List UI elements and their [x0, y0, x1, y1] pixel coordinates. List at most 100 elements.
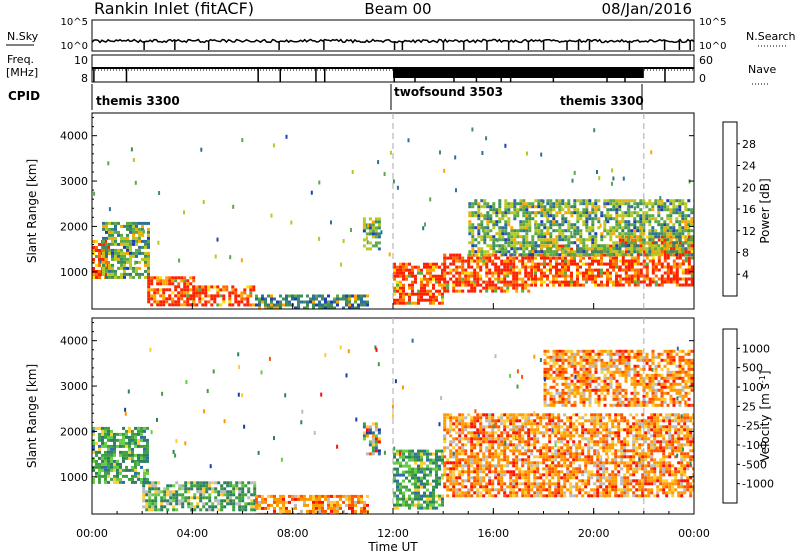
- heatmap-cell: [312, 297, 315, 301]
- heatmap-cell: [119, 438, 122, 442]
- heatmap-cell: [258, 512, 261, 514]
- heatmap-cell: [443, 422, 447, 426]
- heatmap-cell: [458, 452, 462, 456]
- heatmap-cell: [605, 434, 609, 438]
- heatmap-cell: [551, 425, 555, 429]
- heatmap-cell: [458, 473, 462, 477]
- heatmap-cell: [399, 497, 402, 501]
- heatmap-cell: [648, 229, 652, 233]
- heatmap-cell: [485, 262, 489, 266]
- heatmap-cell: [318, 512, 321, 514]
- heatmap-cell: [485, 458, 489, 462]
- heatmap-cell: [509, 280, 513, 284]
- heatmap-cell: [470, 289, 474, 293]
- heatmap-cell: [587, 482, 591, 486]
- heatmap-cell: [111, 266, 114, 270]
- heatmap-cell: [630, 199, 634, 203]
- heatmap-cell: [285, 297, 288, 301]
- heatmap-cell: [560, 470, 564, 474]
- heatmap-cell: [525, 238, 529, 242]
- heatmap-cell: [525, 244, 529, 248]
- heatmap-cell: [575, 455, 579, 459]
- heatmap-cell: [608, 431, 612, 435]
- heatmap-cell: [202, 484, 206, 488]
- heatmap-cell: [582, 253, 586, 257]
- heatmap-echo: [216, 237, 219, 242]
- heatmap-cell: [477, 205, 481, 209]
- heatmap-cell: [633, 256, 637, 260]
- heatmap-cell: [452, 494, 456, 498]
- heatmap-cell: [104, 480, 107, 484]
- heatmap-cell: [488, 283, 492, 287]
- heatmap-cell: [135, 251, 138, 255]
- heatmap-cell: [402, 274, 405, 278]
- heatmap-cell: [98, 480, 101, 484]
- heatmap-cell: [525, 223, 529, 227]
- heatmap-cell: [146, 447, 149, 451]
- heatmap-cell: [368, 223, 372, 227]
- heatmap-cell: [593, 473, 597, 477]
- heatmap-cell: [534, 280, 537, 284]
- heatmap-cell: [396, 268, 399, 272]
- heatmap-cell: [627, 202, 631, 206]
- heatmap-cell: [113, 453, 116, 457]
- heatmap-cell: [467, 271, 471, 275]
- heatmap-cell: [360, 500, 363, 504]
- heatmap-cell: [624, 220, 628, 224]
- heatmap-cell: [491, 488, 495, 492]
- heatmap-cell: [491, 262, 495, 266]
- heatmap-cell: [488, 449, 492, 453]
- heatmap-cell: [660, 208, 664, 212]
- heatmap-cell: [627, 205, 631, 209]
- heatmap-cell: [285, 509, 288, 513]
- heatmap-cell: [429, 506, 432, 510]
- heatmap-cell: [426, 455, 429, 459]
- heatmap-cell: [546, 220, 550, 224]
- heatmap-cell: [374, 244, 378, 248]
- heatmap-cell: [435, 494, 438, 498]
- heatmap-cell: [258, 303, 261, 307]
- heatmap-cell: [687, 256, 691, 260]
- heatmap-cell: [95, 453, 98, 457]
- heatmap-cell: [131, 438, 134, 442]
- heatmap-cell: [411, 503, 414, 507]
- heatmap-cell: [249, 285, 253, 289]
- heatmap-cell: [555, 259, 558, 263]
- heatmap-cell: [498, 205, 502, 209]
- heatmap-cell: [633, 268, 637, 272]
- heatmap-cell: [101, 429, 104, 433]
- heatmap-cell: [423, 491, 426, 495]
- heatmap-cell: [566, 419, 570, 423]
- heatmap-cell: [476, 443, 480, 447]
- heatmap-cell: [572, 467, 576, 471]
- heatmap-cell: [116, 459, 119, 463]
- heatmap-cell: [172, 484, 176, 488]
- heatmap-cell: [196, 505, 200, 509]
- heatmap-cell: [576, 238, 580, 242]
- heatmap-cell: [627, 259, 631, 263]
- heatmap-cell: [500, 286, 504, 290]
- heatmap-cell: [666, 217, 670, 221]
- heatmap-cell: [636, 280, 640, 284]
- heatmap-cell: [489, 217, 493, 221]
- heatmap-cell: [500, 467, 504, 471]
- heatmap-cell: [540, 208, 544, 212]
- heatmap-cell: [570, 226, 574, 230]
- heatmap-cell: [521, 289, 525, 293]
- heatmap-cell: [104, 462, 107, 466]
- heatmap-cell: [270, 503, 273, 507]
- heatmap-cell: [606, 217, 610, 221]
- heatmap-cell: [452, 473, 456, 477]
- heatmap-cell: [627, 247, 631, 251]
- heatmap-cell: [575, 425, 579, 429]
- heatmap-cell: [226, 493, 230, 497]
- heatmap-cell: [651, 256, 655, 260]
- heatmap-cell: [399, 464, 402, 468]
- heatmap-cell: [540, 253, 543, 257]
- heatmap-cell: [168, 288, 172, 292]
- heatmap-cell: [423, 286, 426, 290]
- heatmap-cell: [114, 272, 117, 276]
- heatmap-cell: [473, 280, 477, 284]
- heatmap-cell: [591, 217, 595, 221]
- heatmap-cell: [585, 208, 589, 212]
